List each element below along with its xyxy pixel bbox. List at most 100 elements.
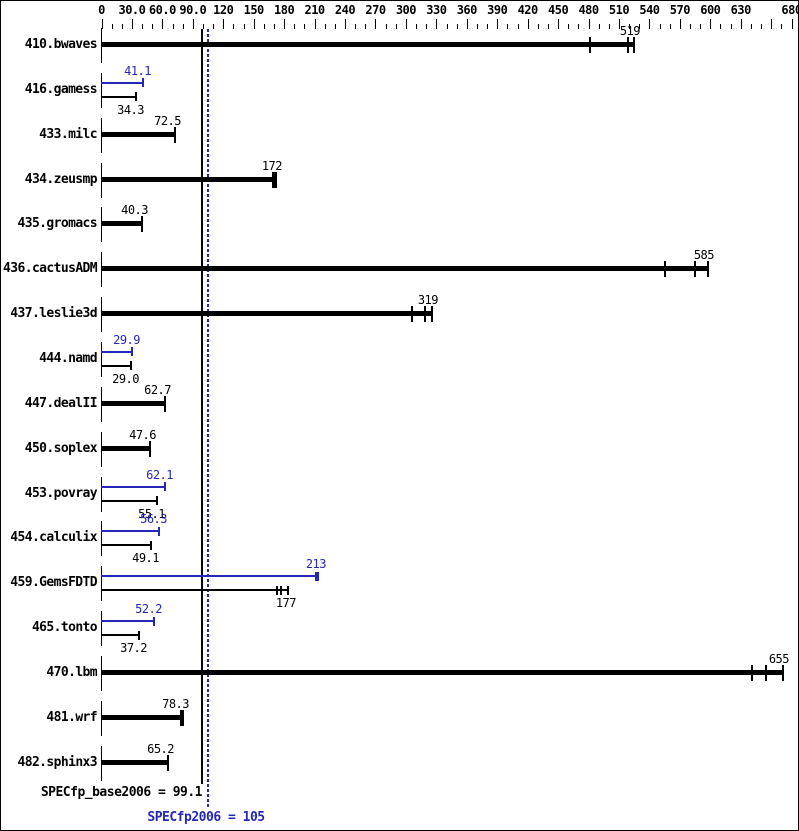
axis-tick-label: 420 [517, 3, 539, 17]
axis-minor-tick [751, 24, 752, 29]
peak-value-label: 52.2 [135, 602, 162, 616]
axis-tick-label: 600 [700, 3, 721, 17]
axis-minor-tick [152, 24, 153, 29]
benchmark-name-label: 410.bwaves [24, 37, 98, 52]
benchmark-name-label: 447.dealII [24, 396, 98, 411]
axis-major-tick [223, 19, 224, 29]
base-bar [101, 446, 150, 451]
axis-major-tick [284, 19, 285, 29]
axis-major-tick [792, 19, 793, 29]
benchmark-name-label: 470.lbm [46, 665, 97, 680]
run-tick [272, 172, 274, 188]
benchmark-name-label: 454.calculix [10, 530, 97, 545]
benchmark-name-label: 482.sphinx3 [17, 755, 98, 770]
run-tick [276, 586, 278, 595]
axis-tick-label: 30.0 [118, 3, 146, 17]
peak-bar [101, 82, 143, 84]
benchmark-name-label: 450.soplex [24, 441, 98, 456]
axis-major-tick [436, 19, 437, 29]
run-tick [156, 496, 158, 505]
base-value-label: 49.1 [132, 551, 159, 565]
axis-major-tick [467, 19, 468, 29]
axis-minor-tick [304, 24, 305, 29]
run-tick [627, 37, 629, 53]
run-tick [164, 482, 166, 491]
peak-value-label: 56.3 [140, 512, 167, 526]
run-tick [287, 586, 289, 595]
run-tick [158, 527, 160, 536]
base-bar [101, 715, 183, 720]
run-tick [149, 441, 151, 457]
axis-major-tick [741, 19, 742, 29]
axis-major-tick [619, 19, 620, 29]
axis-major-tick [589, 19, 590, 29]
axis-tick-label: 180 [274, 3, 295, 17]
base-value-label: 47.6 [129, 428, 156, 442]
axis-minor-tick [720, 24, 721, 29]
axis-tick-label: 330 [426, 3, 447, 17]
run-tick [317, 572, 319, 581]
axis-minor-tick [538, 24, 539, 29]
base-value-label: 172 [261, 159, 283, 173]
axis-minor-tick [355, 24, 356, 29]
axis-minor-tick [142, 24, 143, 29]
axis-minor-tick [578, 24, 579, 29]
axis-minor-tick [264, 24, 265, 29]
run-tick [707, 261, 709, 277]
base-value-label: 519 [619, 24, 641, 38]
base-bar [101, 760, 168, 765]
base-bar [101, 401, 165, 406]
axis-tick-label: 510 [608, 3, 630, 17]
axis-tick-label: 0 [98, 3, 105, 17]
axis-minor-tick [213, 24, 214, 29]
axis-major-tick [406, 19, 407, 29]
run-tick [182, 710, 184, 726]
axis-tick-label: 300 [395, 3, 417, 17]
axis-major-tick [680, 19, 681, 29]
base-value-label: 55.1 [138, 507, 165, 521]
run-tick [765, 665, 767, 681]
run-tick [275, 172, 277, 188]
base-bar [101, 221, 142, 226]
base-value-label: 585 [693, 248, 715, 262]
base-bar [101, 132, 175, 137]
base-bar [101, 589, 288, 591]
axis-minor-tick [365, 24, 366, 29]
base-bar [101, 544, 151, 546]
base-value-label: 34.3 [117, 103, 144, 117]
run-tick [431, 306, 433, 322]
base-bar [101, 177, 276, 182]
axis-minor-tick [274, 24, 275, 29]
axis-tick-label: 540 [639, 3, 660, 17]
peak-value-label: 62.1 [146, 468, 173, 482]
run-tick [131, 347, 133, 356]
axis-minor-tick [325, 24, 326, 29]
benchmark-name-label: 433.milc [39, 127, 97, 142]
base-bar [101, 500, 157, 502]
axis-minor-tick [244, 24, 245, 29]
run-tick [153, 617, 155, 626]
axis-minor-tick [233, 24, 234, 29]
axis-minor-tick [781, 24, 782, 29]
axis-minor-tick [568, 24, 569, 29]
run-tick [424, 306, 426, 322]
axis-minor-tick [173, 24, 174, 29]
axis-minor-tick [670, 24, 671, 29]
base-value-label: 72.5 [154, 114, 181, 128]
axis-minor-tick [447, 24, 448, 29]
peak-mean-line [207, 29, 209, 809]
peak-bar [101, 575, 318, 577]
axis-tick-label: 270 [365, 3, 386, 17]
footer-base-score-label: SPECfp_base2006 = 99.1 [40, 785, 203, 800]
run-tick [167, 755, 169, 771]
base-bar [101, 96, 136, 98]
run-tick [589, 37, 591, 53]
base-mean-line [201, 29, 203, 784]
peak-value-label: 41.1 [124, 64, 151, 78]
axis-major-tick [345, 19, 346, 29]
axis-major-tick [649, 19, 650, 29]
axis-minor-tick [507, 24, 508, 29]
axis-minor-tick [639, 24, 640, 29]
run-tick [130, 361, 132, 370]
